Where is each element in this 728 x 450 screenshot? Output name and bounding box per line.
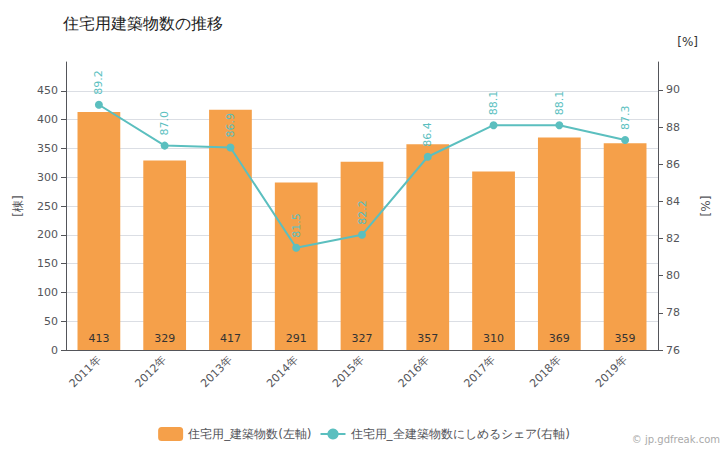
svg-text:329: 329	[154, 332, 175, 345]
svg-text:86: 86	[666, 158, 680, 171]
svg-text:300: 300	[37, 171, 58, 184]
svg-text:291: 291	[286, 332, 307, 345]
svg-text:310: 310	[483, 332, 504, 345]
svg-text:400: 400	[37, 113, 58, 126]
svg-text:369: 369	[549, 332, 570, 345]
svg-text:88: 88	[666, 121, 680, 134]
svg-text:88.1: 88.1	[487, 91, 500, 116]
svg-text:250: 250	[37, 200, 58, 213]
svg-text:© jp.gdfreak.com: © jp.gdfreak.com	[632, 434, 720, 445]
svg-text:413: 413	[88, 332, 109, 345]
svg-text:87.0: 87.0	[158, 111, 171, 136]
svg-text:359: 359	[615, 332, 636, 345]
svg-text:50: 50	[44, 315, 58, 328]
svg-text:327: 327	[352, 332, 373, 345]
svg-text:450: 450	[37, 84, 58, 97]
svg-text:89.2: 89.2	[92, 70, 105, 95]
svg-text:2012年: 2012年	[133, 353, 170, 390]
svg-text:住宅用_全建築物数にしめるシェア(右軸): 住宅用_全建築物数にしめるシェア(右軸)	[350, 427, 570, 441]
svg-text:78: 78	[666, 306, 680, 319]
svg-text:87.3: 87.3	[619, 106, 632, 131]
svg-text:[%]: [%]	[677, 35, 698, 49]
svg-text:82: 82	[666, 232, 680, 245]
svg-text:81.5: 81.5	[290, 213, 303, 238]
svg-text:357: 357	[417, 332, 438, 345]
svg-text:0: 0	[51, 344, 58, 357]
svg-text:2013年: 2013年	[198, 353, 235, 390]
svg-text:90: 90	[666, 83, 680, 96]
svg-text:82.2: 82.2	[356, 200, 369, 225]
svg-text:350: 350	[37, 142, 58, 155]
svg-text:100: 100	[37, 286, 58, 299]
svg-text:2016年: 2016年	[396, 353, 433, 390]
svg-text:2018年: 2018年	[527, 353, 564, 390]
svg-text:2017年: 2017年	[461, 353, 498, 390]
svg-text:88.1: 88.1	[553, 91, 566, 116]
svg-text:[棟]: [棟]	[11, 195, 25, 216]
svg-text:150: 150	[37, 257, 58, 270]
svg-text:2011年: 2011年	[67, 353, 104, 390]
svg-text:住宅用_建築物数(左軸): 住宅用_建築物数(左軸)	[187, 427, 311, 441]
svg-text:76: 76	[666, 344, 680, 357]
svg-text:住宅用建築物数の推移: 住宅用建築物数の推移	[62, 14, 223, 33]
svg-text:80: 80	[666, 269, 680, 282]
svg-text:200: 200	[37, 228, 58, 241]
svg-text:86.4: 86.4	[421, 122, 434, 147]
svg-text:2015年: 2015年	[330, 353, 367, 390]
svg-text:84: 84	[666, 195, 680, 208]
svg-text:2019年: 2019年	[593, 353, 630, 390]
svg-text:[%]: [%]	[699, 196, 713, 217]
svg-text:417: 417	[220, 332, 241, 345]
svg-text:2014年: 2014年	[264, 353, 301, 390]
svg-text:86.9: 86.9	[224, 113, 237, 138]
